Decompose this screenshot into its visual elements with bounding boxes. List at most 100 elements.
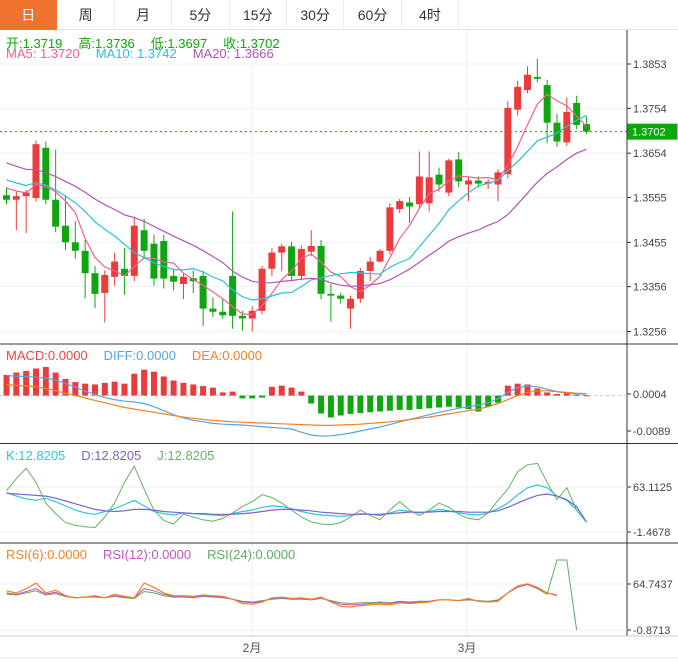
candle-body	[474, 180, 482, 184]
macd-bar	[23, 370, 30, 396]
macd-bar	[406, 395, 413, 410]
macd-bar	[160, 376, 167, 396]
candle-body	[42, 147, 50, 200]
macd-bar	[239, 395, 246, 399]
tab-5min[interactable]: 5分	[172, 0, 230, 30]
tab-month[interactable]: 月	[115, 0, 173, 30]
macd-bar	[347, 395, 354, 414]
tab-week[interactable]: 周	[57, 0, 115, 30]
macd-bar	[583, 395, 590, 397]
candle-body	[514, 86, 522, 110]
macd-bar	[357, 395, 364, 414]
macd-bar	[524, 384, 531, 396]
candle-body	[465, 180, 473, 185]
candle-body	[52, 199, 60, 227]
low-readout: 低:1.3697	[150, 36, 208, 51]
macd-bar	[170, 380, 177, 396]
rsi-axis-label: -0.8713	[633, 625, 670, 637]
candle-body	[130, 225, 138, 276]
candle-body	[523, 74, 531, 90]
macd-axis-label: 0.0004	[633, 389, 667, 401]
candle-body	[12, 196, 20, 200]
macd-bar	[436, 395, 443, 408]
tab-day[interactable]: 日	[0, 0, 58, 30]
ma-legend: MA5: 1.3720 MA10: 1.3742 MA20: 1.3666	[6, 46, 274, 61]
j-readout: J:12.8205	[157, 448, 215, 463]
candle-body	[376, 250, 384, 262]
macd-bar	[396, 395, 403, 410]
candle-body	[219, 311, 227, 316]
price-axis-label: 1.3256	[633, 326, 667, 338]
macd-bar	[278, 385, 285, 396]
candle-body	[317, 245, 325, 294]
rsi12-readout: RSI(12):0.0000	[102, 547, 192, 562]
macd-bar	[485, 395, 492, 407]
macd-readout: MACD:0.0000	[6, 348, 88, 363]
price-axis-label: 1.3356	[633, 282, 667, 294]
candle-body	[386, 207, 394, 251]
macd-bar	[367, 395, 374, 413]
d-readout: D:12.8205	[81, 448, 142, 463]
candle-body	[229, 275, 237, 316]
candle-body	[209, 308, 217, 312]
macd-bar	[563, 393, 570, 396]
k-line	[6, 484, 587, 523]
macd-bar	[553, 394, 560, 396]
candle-body	[288, 246, 296, 276]
macd-bar	[229, 391, 236, 396]
candle-body	[415, 176, 423, 205]
candle-body	[297, 249, 305, 276]
ma20-readout: MA20: 1.3666	[192, 46, 274, 61]
price-axis-label: 1.3754	[633, 103, 667, 115]
macd-bar	[288, 387, 295, 396]
candle-body	[307, 245, 315, 252]
rsi24-line	[6, 559, 578, 631]
candle-body	[140, 230, 148, 251]
macd-bar	[52, 372, 59, 396]
macd-bar	[3, 374, 10, 396]
macd-bar	[91, 384, 98, 396]
open-readout: 开:1.3719	[6, 36, 63, 51]
high-readout: 高:1.3736	[78, 36, 135, 51]
macd-bar	[72, 382, 79, 396]
d-line	[6, 492, 588, 523]
price-axis-label: 1.3853	[633, 59, 667, 71]
macd-bar	[62, 378, 69, 396]
candle-body	[445, 160, 453, 193]
macd-bar	[259, 395, 266, 398]
candle-body	[356, 270, 364, 299]
candle-body	[563, 111, 571, 143]
rsi12-line	[6, 583, 558, 606]
tab-label: 15分	[242, 7, 273, 23]
kdj-axis-label: -1.4678	[633, 527, 670, 539]
candle-body	[494, 172, 502, 185]
candle-body	[199, 275, 207, 309]
macd-bar	[200, 386, 207, 396]
candle-body	[435, 174, 443, 185]
macd-bar	[82, 383, 89, 396]
macd-bar	[209, 387, 216, 396]
candle-body	[366, 261, 374, 271]
macd-axis-label: -0.0089	[633, 426, 670, 438]
macd-bar	[101, 382, 108, 396]
j-line	[6, 462, 587, 529]
tab-60min[interactable]: 60分	[344, 0, 402, 30]
candle-body	[111, 261, 119, 277]
tab-label: 4时	[419, 7, 441, 23]
close-readout: 收:1.3702	[223, 36, 280, 51]
macd-bar	[377, 395, 384, 412]
candle-body	[455, 159, 463, 182]
macd-bar	[190, 384, 197, 396]
macd-bar	[268, 386, 275, 396]
dea-readout: DEA:0.0000	[191, 348, 263, 363]
macd-bar	[573, 394, 580, 396]
candle-body	[582, 124, 590, 132]
tab-30min[interactable]: 30分	[287, 0, 345, 30]
candle-body	[101, 275, 109, 293]
macd-bar	[318, 395, 325, 414]
rsi-panel-header: RSI(6):0.0000 RSI(12):0.0000 RSI(24):0.0…	[6, 547, 295, 562]
tab-15min[interactable]: 15分	[230, 0, 287, 30]
tab-4hour[interactable]: 4时	[402, 0, 460, 30]
